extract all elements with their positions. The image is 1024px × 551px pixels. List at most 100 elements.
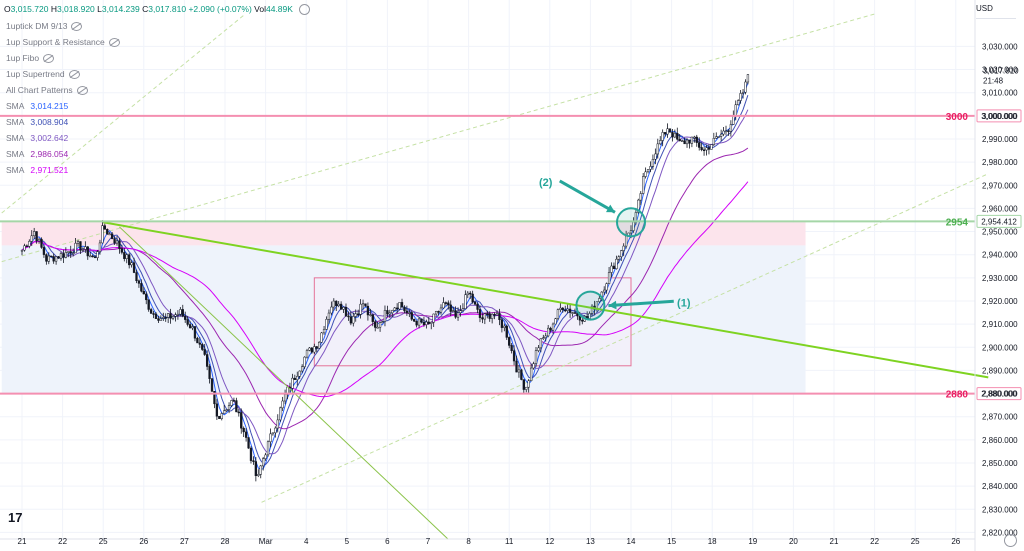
time-tick-label: 18 bbox=[708, 537, 717, 546]
candle-body bbox=[620, 250, 623, 257]
candle-body bbox=[459, 310, 462, 313]
candle-body bbox=[335, 300, 338, 306]
candle-body bbox=[59, 253, 63, 259]
indicator-row[interactable]: SMA 2,986.054 bbox=[6, 148, 68, 160]
indicator-name: 1up Supertrend bbox=[6, 69, 65, 79]
candle-body bbox=[257, 474, 260, 476]
candle-body bbox=[415, 321, 418, 326]
indicator-value: 3,008.904 bbox=[30, 117, 69, 127]
price-tick-label: 3,020.000 bbox=[982, 66, 1018, 75]
candle-body bbox=[147, 299, 150, 310]
candle-body bbox=[247, 437, 250, 449]
candle-body bbox=[308, 347, 311, 351]
indicator-row[interactable]: 1up Fibo bbox=[6, 52, 55, 64]
candle-body bbox=[196, 337, 199, 344]
candle-body bbox=[203, 349, 206, 355]
candle-body bbox=[556, 309, 560, 319]
candle-body bbox=[629, 230, 633, 234]
candle-body bbox=[685, 139, 689, 145]
candle-body bbox=[510, 345, 513, 351]
candle-body bbox=[322, 329, 326, 334]
candle-body bbox=[369, 314, 372, 316]
time-tick-label: 25 bbox=[911, 537, 920, 546]
candle-body bbox=[490, 313, 494, 319]
candle-body bbox=[57, 256, 60, 259]
visibility-icon[interactable] bbox=[68, 70, 80, 80]
annotations: (1) (2) bbox=[539, 177, 691, 321]
visibility-icon[interactable] bbox=[71, 22, 83, 32]
price-tick-label: 2,860.000 bbox=[982, 436, 1018, 445]
candle-body bbox=[191, 326, 194, 329]
candle-body bbox=[690, 136, 694, 144]
candle-body bbox=[408, 312, 411, 314]
candle-body bbox=[347, 315, 350, 318]
time-tick-label: 19 bbox=[748, 537, 757, 546]
axis-settings-icon[interactable] bbox=[1004, 534, 1017, 547]
time-tick-label: 22 bbox=[58, 537, 67, 546]
indicator-row[interactable]: 1up Supertrend bbox=[6, 68, 80, 80]
time-axis[interactable]: 21 22 25 26 27 28 Mar 4 5 6 7 8 11 12 13 14 15 18 19 20 21 22… bbox=[0, 537, 975, 546]
candle-body bbox=[283, 394, 287, 402]
candle-body bbox=[213, 391, 216, 405]
candle-body bbox=[242, 427, 245, 433]
steep-downtrend-line bbox=[119, 226, 449, 540]
trend-channel bbox=[1, 13, 989, 503]
mid-channel-line bbox=[1, 13, 246, 214]
candle-body bbox=[344, 306, 348, 317]
candle-body bbox=[561, 307, 564, 311]
candle-body bbox=[693, 136, 696, 139]
candle-body bbox=[91, 255, 94, 258]
tradingview-logo[interactable]: 17 bbox=[8, 510, 23, 525]
indicator-row[interactable]: All Chart Patterns bbox=[6, 84, 88, 96]
indicator-row[interactable]: SMA 2,971.521 bbox=[6, 164, 68, 176]
indicator-row[interactable]: SMA 3,008.904 bbox=[6, 116, 68, 128]
candle-body bbox=[62, 253, 65, 258]
candle-body bbox=[500, 319, 504, 328]
indicator-row[interactable]: SMA 3,014.215 bbox=[6, 100, 68, 112]
upper-channel-line bbox=[1, 13, 875, 263]
candle-body bbox=[403, 306, 406, 312]
candle-body bbox=[227, 405, 231, 410]
candle-body bbox=[676, 132, 679, 140]
visibility-icon[interactable] bbox=[76, 86, 88, 96]
candle-body bbox=[473, 301, 477, 305]
candle-body bbox=[169, 313, 172, 319]
currency-selector[interactable]: USD bbox=[976, 4, 1016, 19]
candle-body bbox=[391, 310, 394, 314]
candle-body bbox=[705, 147, 708, 151]
candle-body bbox=[33, 231, 36, 237]
candle-body bbox=[517, 369, 521, 373]
candle-body bbox=[364, 303, 367, 307]
visibility-icon[interactable] bbox=[108, 38, 120, 48]
candle-body bbox=[142, 291, 145, 295]
candle-body bbox=[702, 149, 706, 152]
main-downtrend-line bbox=[103, 221, 989, 379]
price-tick-label: 2,930.000 bbox=[982, 274, 1018, 283]
candle-body bbox=[98, 242, 102, 252]
candle-body bbox=[654, 153, 657, 160]
candle-body bbox=[159, 318, 163, 321]
visibility-icon[interactable] bbox=[43, 54, 55, 64]
price-axis[interactable]: 2,820.000 2,830.000 2,840.000 2,850.000 2,86… bbox=[974, 0, 1018, 551]
candle-body bbox=[357, 313, 360, 316]
time-tick-label: 25 bbox=[99, 537, 108, 546]
indicator-row[interactable]: 1up Support & Resistance bbox=[6, 36, 120, 48]
candle-body bbox=[498, 313, 501, 320]
indicator-row[interactable]: 1uptick DM 9/13 bbox=[6, 20, 83, 32]
annotation-circle bbox=[616, 207, 646, 238]
level-axis-badge bbox=[976, 214, 1022, 228]
eye-toggle-icon[interactable] bbox=[299, 4, 311, 16]
candle-body bbox=[554, 318, 557, 325]
candle-body bbox=[461, 308, 465, 312]
candle-body bbox=[93, 256, 97, 259]
indicator-row[interactable]: SMA 3,002.642 bbox=[6, 132, 68, 144]
candle-body bbox=[532, 363, 535, 369]
candle-body bbox=[405, 310, 409, 313]
candle-body bbox=[188, 324, 192, 329]
candle-body bbox=[220, 413, 223, 419]
candle-body bbox=[395, 307, 399, 310]
candle-body bbox=[605, 283, 608, 291]
candle-body bbox=[661, 132, 664, 141]
candle-body bbox=[398, 302, 401, 310]
